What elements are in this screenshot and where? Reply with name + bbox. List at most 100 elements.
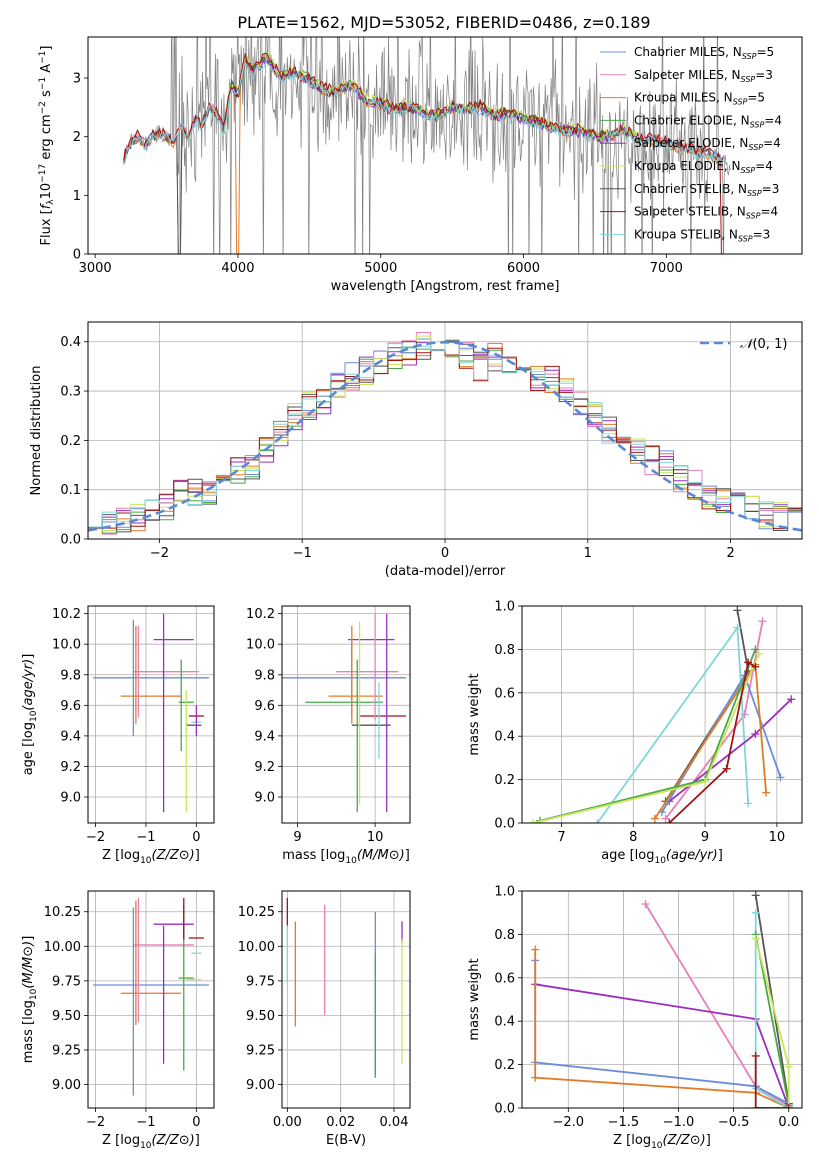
y-tick-label: 3 [73,72,81,87]
y-tick-label: 9.2 [254,760,275,775]
mass-weight-line [534,949,790,1108]
x-axis-label: wavelength [Angstrom, rest frame] [331,279,560,294]
mass-weight-marker [733,606,742,615]
x-tick-label: −2 [86,830,105,845]
y-tick-label: 9.00 [246,1078,275,1093]
x-tick-label: 0.04 [380,1115,409,1130]
x-tick-label: 4000 [221,261,254,276]
mass-weight-marker [751,1051,760,1060]
legend-label: Chabrier ELODIE, NSSP=4 [634,113,782,129]
mass-weight-marker [661,814,670,823]
y-tick-label: 0.0 [494,1102,515,1117]
x-tick-label: −1 [293,546,312,561]
x-tick-label: 0 [192,1115,200,1130]
mass-weight-line [754,1055,789,1108]
y-tick-label: 0.0 [494,817,515,832]
x-tick-label: −2 [86,1115,105,1130]
y-tick-label: 10.0 [52,638,81,653]
y-tick-label: 0.6 [494,971,515,986]
y-tick-label: 9.50 [246,1009,275,1024]
x-tick-label: 7000 [650,261,683,276]
legend-label: Chabrier MILES, NSSP=5 [634,45,774,61]
mass-weight-line [668,660,756,823]
mass-weight-marker [593,819,602,823]
panel-residuals: −2 −1 0 1 2 0.0 0.1 0.2 0.3 0.4 𝒩(0, 1) (data-model… [29,321,803,579]
panel-weight_vs_age: 7 8 9 10 0.0 0.2 0.4 0.6 0.8 1.0 age [log10(age/yr… [467,600,803,866]
plot-area-weight_vs_age [528,606,796,823]
y-tick-label: 9.00 [52,1078,81,1093]
y-tick-label: 0.8 [494,643,515,658]
mass-weight-marker [641,900,650,909]
legend-label: Salpeter MILES, NSSP=3 [634,68,773,84]
y-tick-label: 9.0 [60,791,81,806]
mass-weight-line [532,653,760,823]
y-tick-label: 10.00 [238,940,275,955]
y-tick-label: 0.4 [494,1015,515,1030]
mass-weight-marker [751,1104,760,1108]
mass-weight-marker [722,764,731,773]
x-axis-label: age [log10(age/yr)] [601,848,723,866]
mass-weight-marker [762,788,771,797]
plot-area-mass_vs_Z [93,897,209,1096]
x-tick-label: 0 [441,546,449,561]
y-tick-label: 9.0 [254,791,275,806]
plot-area-age_vs_mass [282,613,407,813]
x-tick-label: 0.00 [273,1115,302,1130]
mass-weight-marker [531,945,540,954]
panel-weight_vs_Z: −2.0 −1.5 −1.0 −0.5 0.0 0.0 0.2 0.4 0.6 0.8 1.0 Z [… [467,885,803,1151]
x-axis-label: Z [log10(Z/Z⊙)] [102,848,200,866]
y-axis-label: mass weight [467,673,482,755]
y-tick-label: 0.3 [60,385,81,400]
y-tick-label: 2 [73,130,81,145]
mass-weight-marker [751,730,760,739]
residual-histogram [88,339,802,528]
y-tick-label: 9.4 [254,729,275,744]
y-tick-label: 10.0 [246,638,275,653]
panel-age_vs_Z: −2 −1 0 9.0 9.2 9.4 9.6 9.8 10.0 10.2 Z [log10(Z/Z… [21,605,215,866]
x-tick-label: 8 [629,830,637,845]
y-tick-label: 0.0 [60,533,81,548]
x-tick-label: 10 [769,830,786,845]
y-tick-label: 0 [73,248,81,263]
mass-weight-marker [751,662,760,671]
y-tick-label: 1 [73,189,81,204]
plot-area-residuals [88,332,802,535]
legend-label: Salpeter STELIB, NSSP=4 [634,205,778,221]
plot-area-spectrum [123,37,731,254]
y-tick-label: 9.50 [52,1009,81,1024]
x-axis-label: mass [log10(M/M⊙)] [282,848,410,866]
y-tick-label: 9.25 [246,1043,275,1058]
mass-weight-marker [758,617,767,626]
x-tick-label: 0 [192,830,200,845]
mass-weight-marker [665,819,674,823]
legend-label: Kroupa ELODIE, NSSP=4 [634,159,773,175]
model-spectrum-line [123,56,724,254]
y-tick-label: 10.25 [238,905,275,920]
y-tick-label: 0.4 [60,335,81,350]
axes-frame [521,605,803,824]
observed-spectrum-line [123,37,731,254]
mass-weight-marker [531,1073,540,1082]
panel-mass_vs_Z: −2 −1 0 9.00 9.25 9.50 9.75 10.00 10.25 Z [log10(… [21,890,215,1151]
mass-weight-marker [776,773,785,782]
mass-weight-marker [701,777,710,786]
y-axis-label: mass [log10(M/M⊙)] [21,936,39,1064]
mass-weight-marker [787,695,796,704]
x-tick-label: 9 [293,830,301,845]
legend-label: Kroupa MILES, NSSP=5 [634,91,765,107]
legend-label: Chabrier STELIB, NSSP=3 [634,182,779,198]
mass-weight-marker [754,649,763,658]
mass-weight-marker [744,658,753,667]
y-tick-label: 10.00 [44,940,81,955]
y-tick-label: 10.25 [44,905,81,920]
y-tick-label: 1.0 [494,600,515,615]
x-tick-label: 3000 [79,261,112,276]
y-tick-label: 9.8 [254,668,275,683]
x-tick-label: 7 [557,830,565,845]
panel-spectrum: 3000 4000 5000 6000 7000 0 1 2 3 Chabrier MILES, … [38,36,803,294]
model-spectrum-line [123,52,722,254]
residual-legend: 𝒩(0, 1) [700,337,787,352]
y-tick-label: 10.2 [246,607,275,622]
